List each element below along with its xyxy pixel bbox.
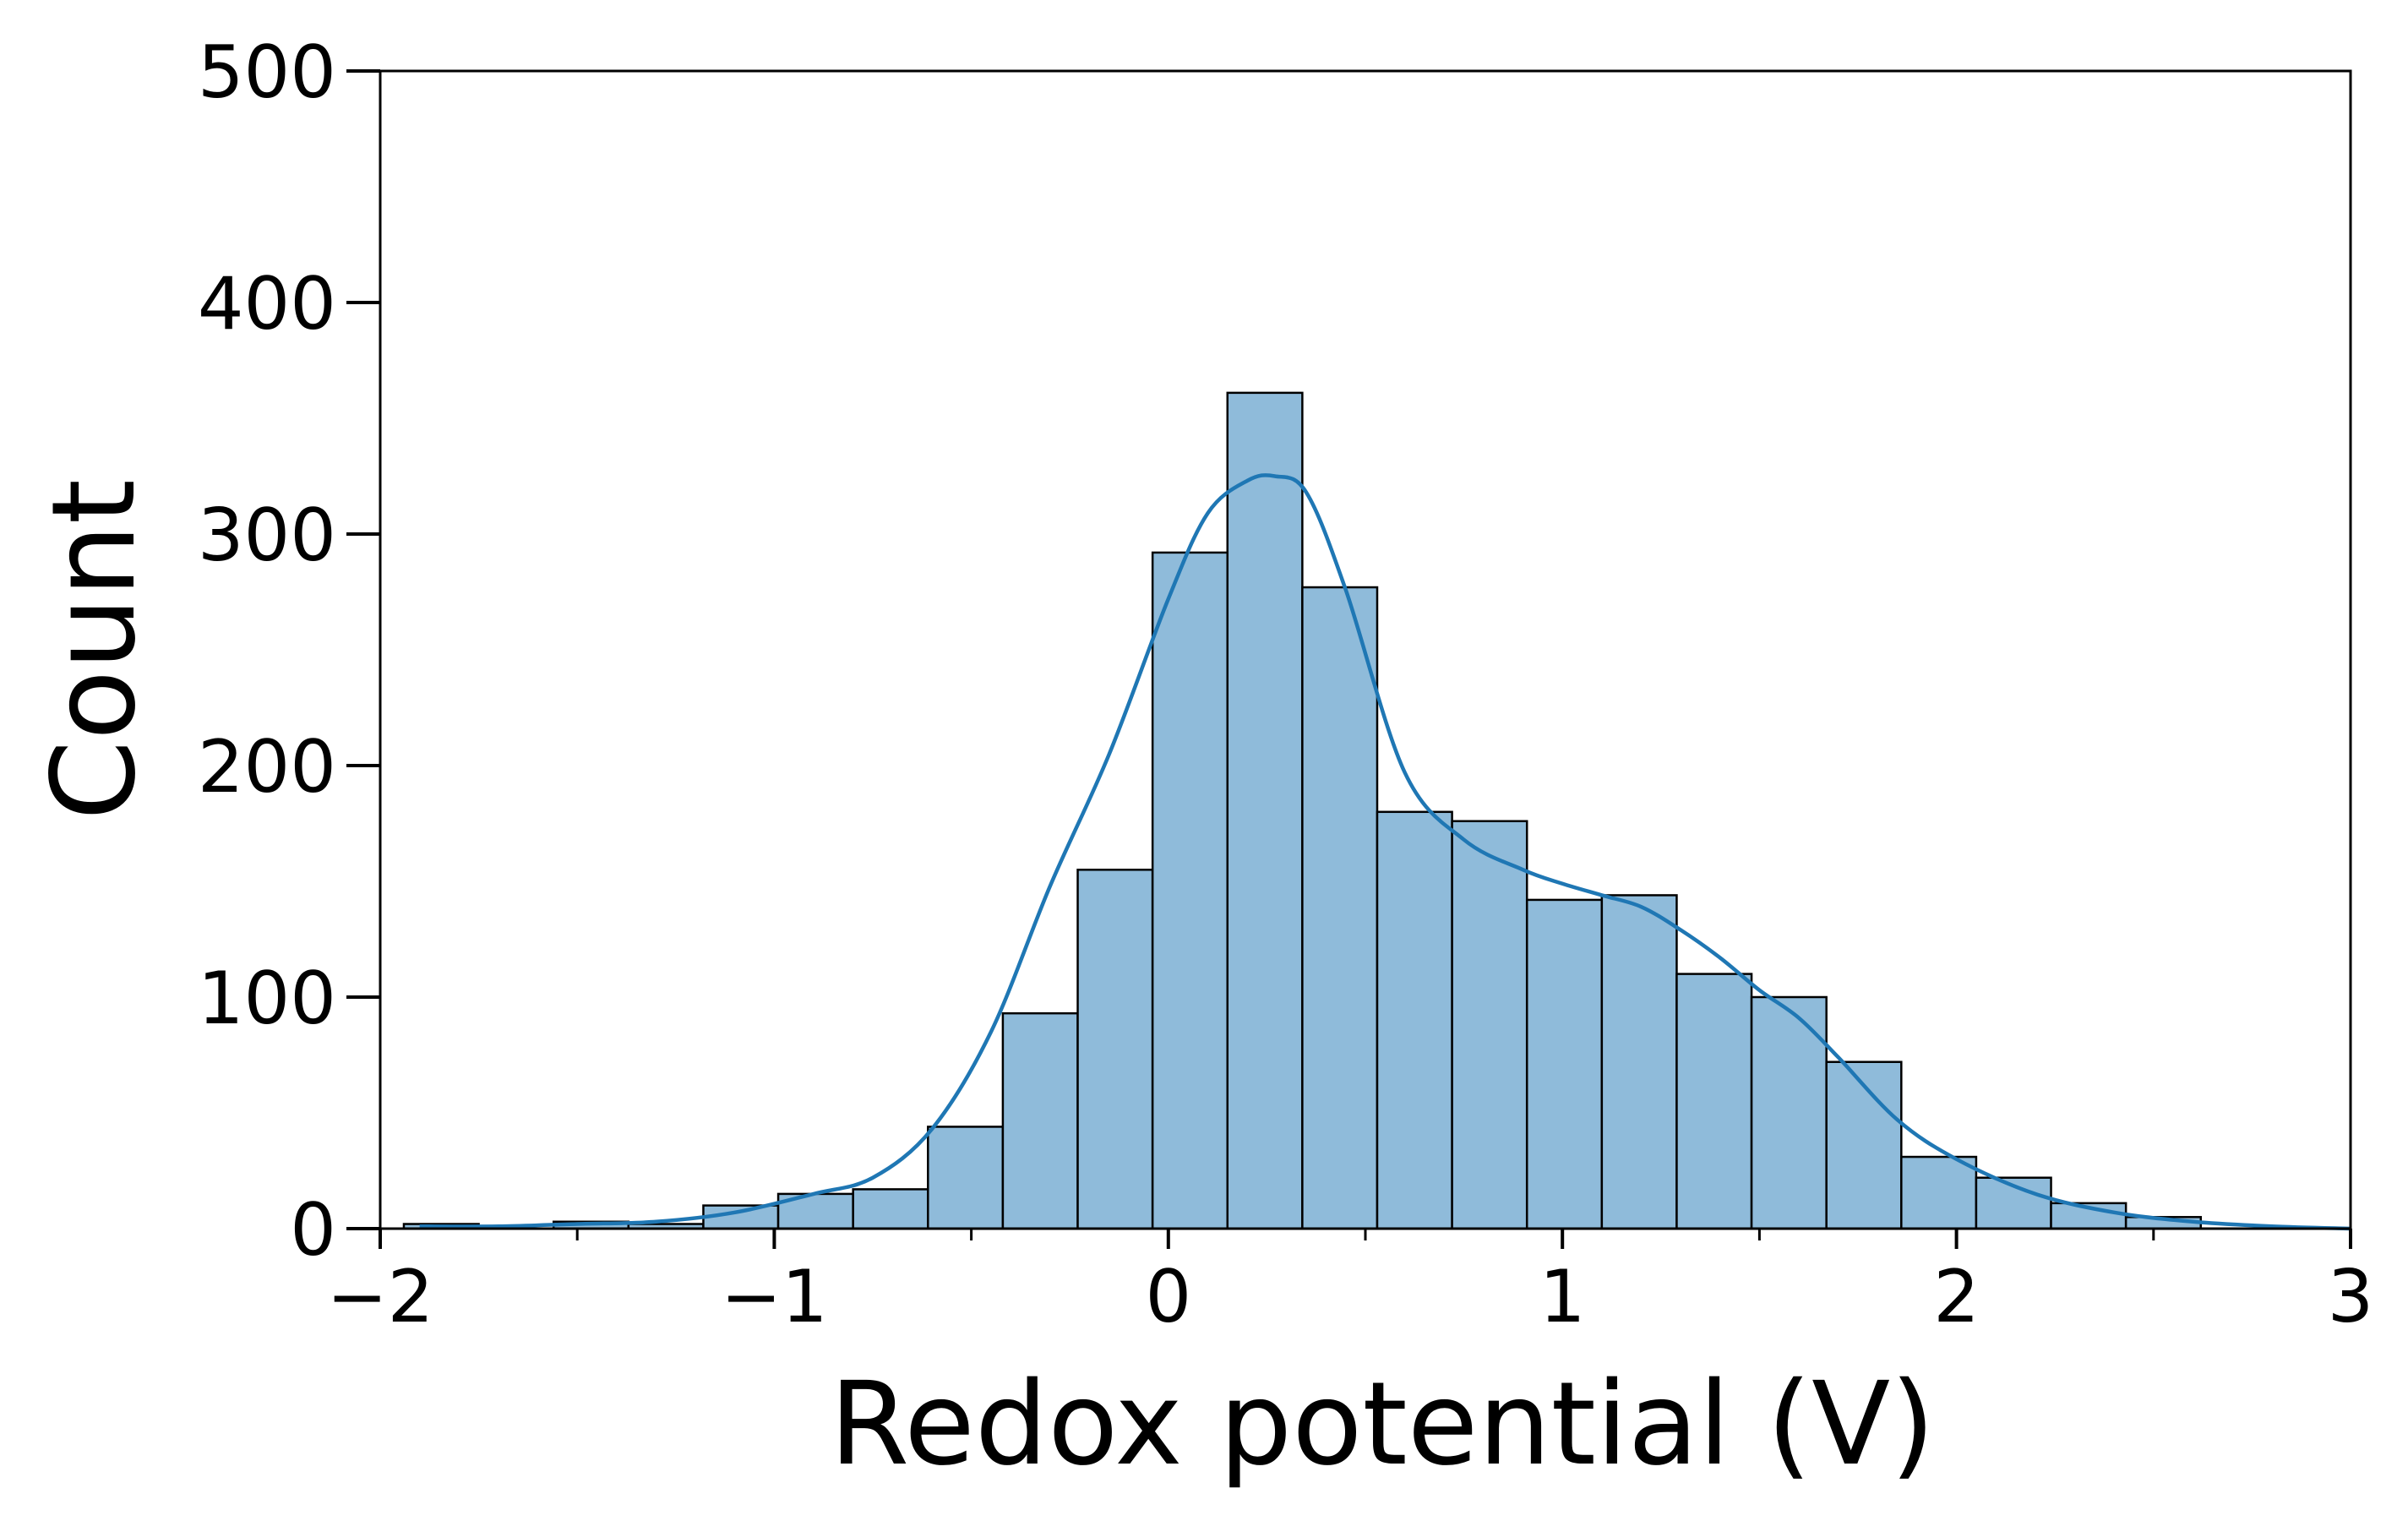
y-tick-label: 0	[290, 1188, 336, 1273]
x-tick-label: −1	[721, 1255, 828, 1339]
kde-curve	[419, 473, 2351, 1231]
histogram-bar	[852, 1188, 929, 1230]
x-axis: −2 −1 0 1 2 3	[327, 1229, 2374, 1339]
y-tick-label: 300	[198, 493, 336, 578]
x-tick-label: 2	[1933, 1255, 1980, 1339]
y-axis-title: Count	[28, 479, 161, 820]
histogram-bar	[1600, 894, 1678, 1230]
histogram-bar	[1076, 869, 1154, 1230]
x-tick-label: −2	[327, 1255, 434, 1339]
y-tick-label: 100	[198, 957, 336, 1041]
y-tick-label: 400	[198, 262, 336, 346]
y-tick-label: 200	[198, 725, 336, 810]
histogram-bar	[1900, 1155, 1978, 1230]
histogram-bar	[1750, 995, 1828, 1230]
x-tick-label: 1	[1539, 1255, 1586, 1339]
histogram-bar	[1001, 1011, 1079, 1230]
histogram-bar	[1151, 551, 1229, 1230]
histogram-bar	[927, 1126, 1005, 1230]
histogram-bar	[1675, 973, 1753, 1230]
x-tick-label: 3	[2328, 1255, 2374, 1339]
histogram-bar	[1301, 586, 1379, 1230]
histogram-bar	[1451, 820, 1528, 1230]
histogram-bar	[1226, 391, 1304, 1230]
x-tick-label: 0	[1145, 1255, 1191, 1339]
histogram-bar	[1525, 898, 1604, 1230]
x-axis-title: Redox potential (V)	[830, 1358, 1935, 1491]
y-axis: 0 100 200 300 400 500	[198, 30, 380, 1273]
y-tick-label: 500	[198, 30, 336, 115]
histogram-bar	[1376, 810, 1453, 1230]
histogram-bars	[402, 391, 2203, 1230]
histogram-bar	[1825, 1060, 1903, 1230]
